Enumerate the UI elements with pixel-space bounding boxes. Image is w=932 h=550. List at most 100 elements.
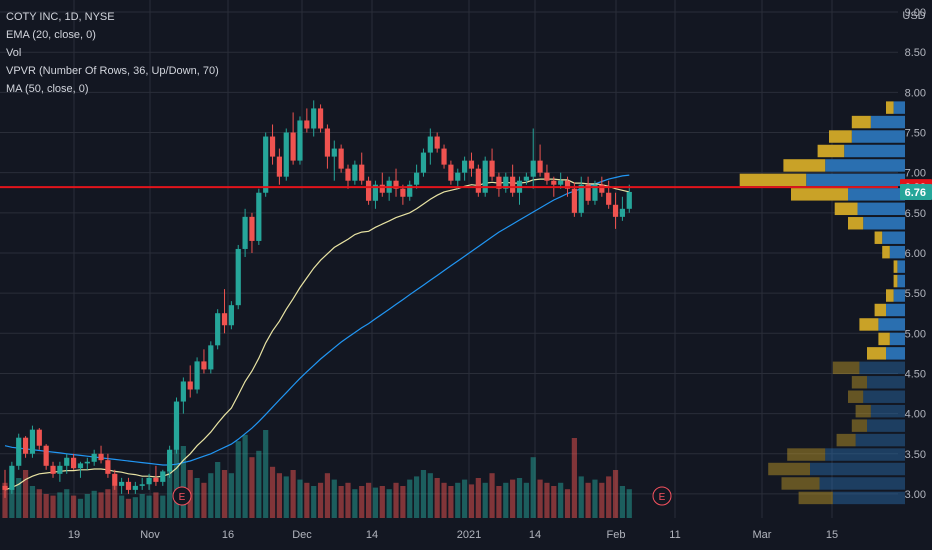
volume-bar	[352, 489, 358, 518]
candle-body	[626, 191, 632, 209]
candle-body	[496, 176, 502, 189]
time-tick-label: 11	[669, 529, 680, 541]
vpvr-row-up	[863, 390, 905, 403]
candle-body	[551, 180, 557, 185]
candle-body	[448, 164, 454, 181]
candle-body	[269, 136, 276, 157]
vpvr-indicator-label[interactable]: VPVR (Number Of Rows, 36, Up/Down, 70)	[6, 65, 219, 77]
vpvr-row-up	[855, 433, 905, 447]
price-tick-label: 7.00	[905, 168, 926, 180]
volume-bar	[434, 478, 440, 518]
vpvr-row-down	[851, 419, 867, 432]
volume-bar	[510, 479, 516, 518]
price-tick-label: 7.50	[905, 128, 926, 140]
volume-bar	[98, 492, 104, 518]
candle-body	[201, 361, 207, 370]
vpvr-row-up	[867, 419, 905, 432]
vpvr-row-down	[781, 477, 820, 490]
candle-body	[22, 437, 29, 454]
candle-body	[146, 477, 152, 485]
ma-indicator-label[interactable]: MA (50, close, 0)	[6, 83, 89, 95]
price-tick-label: 3.00	[905, 489, 926, 501]
candle-body	[242, 216, 248, 249]
candle-body	[503, 176, 509, 189]
volume-bar	[283, 476, 289, 518]
volume-bar	[489, 473, 495, 518]
candle-body	[235, 248, 241, 306]
vpvr-row-up	[867, 376, 905, 389]
candle-body	[475, 168, 481, 193]
vpvr-row-up	[889, 245, 905, 259]
vpvr-row-down	[848, 390, 864, 403]
volume-bar	[304, 482, 310, 518]
candle-body	[297, 120, 303, 161]
candle-body	[585, 184, 591, 201]
vpvr-row-down	[851, 115, 871, 129]
candle-body	[393, 180, 399, 189]
volume-bar	[153, 492, 159, 518]
volume-bar	[146, 495, 152, 518]
candle-body	[105, 460, 111, 474]
time-tick-label: Feb	[607, 529, 626, 541]
price-tick-label: 4.00	[905, 409, 926, 421]
candle-body	[167, 449, 173, 472]
vpvr-row-up	[893, 101, 905, 114]
vpvr-row-down	[832, 361, 860, 375]
candle-body	[365, 180, 372, 201]
volume-profile	[739, 101, 905, 505]
volume-bar	[215, 462, 221, 518]
volume-bar	[71, 495, 77, 518]
volume-bar	[84, 494, 90, 518]
candle-body	[537, 160, 543, 173]
candle-body	[324, 128, 331, 157]
candlesticks	[2, 100, 632, 498]
candle-body	[345, 168, 351, 181]
candle-body	[173, 401, 180, 450]
vpvr-row-up	[870, 404, 905, 418]
vpvr-row-down	[886, 289, 894, 302]
vpvr-row-up	[886, 347, 905, 360]
volume-bar	[290, 470, 296, 518]
volume-bar	[317, 482, 324, 518]
symbol-title[interactable]: COTY INC, 1D, NYSE	[6, 11, 115, 23]
time-axis[interactable]: 19 Nov 16 Dec 14 2021 14 Feb 11 Mar 15	[68, 529, 838, 541]
volume-bar	[496, 486, 502, 518]
volume-bar	[132, 497, 138, 518]
vpvr-row-up	[878, 318, 905, 331]
volume-bar	[36, 489, 42, 518]
volume-bar	[125, 498, 132, 518]
volume-bar	[365, 482, 372, 518]
volume-bar	[16, 478, 22, 518]
vpvr-row-down	[851, 376, 867, 389]
vpvr-row-up	[893, 289, 905, 302]
vpvr-row-up	[819, 477, 905, 490]
candle-body	[50, 465, 56, 474]
earnings-marker-label: E	[659, 492, 666, 503]
candle-body	[400, 188, 406, 197]
candle-body	[43, 445, 49, 466]
candle-body	[119, 481, 125, 486]
candle-body	[57, 465, 63, 474]
vpvr-row-up	[863, 217, 905, 230]
time-tick-label: Nov	[140, 529, 160, 541]
vpvr-row-down	[798, 491, 833, 505]
candle-body	[606, 192, 612, 205]
volume-indicator-label[interactable]: Vol	[6, 47, 22, 59]
volume-bar	[441, 482, 447, 518]
ema-indicator-label[interactable]: EMA (20, close, 0)	[6, 29, 96, 41]
chart-legend: COTY INC, 1D, NYSE EMA (20, close, 0) Vo…	[6, 8, 219, 98]
price-tick-label: 5.00	[905, 328, 926, 340]
vpvr-row-down	[878, 332, 890, 346]
candle-body	[112, 473, 118, 486]
volume-bar	[393, 482, 399, 518]
vpvr-row-down	[874, 231, 883, 244]
vpvr-row-up	[870, 115, 905, 129]
candle-body	[2, 485, 8, 490]
vpvr-row-up	[889, 332, 905, 346]
price-tick-label: 8.00	[905, 87, 926, 99]
volume-bar	[503, 482, 509, 518]
candle-body	[64, 457, 70, 466]
candle-body	[304, 120, 310, 129]
